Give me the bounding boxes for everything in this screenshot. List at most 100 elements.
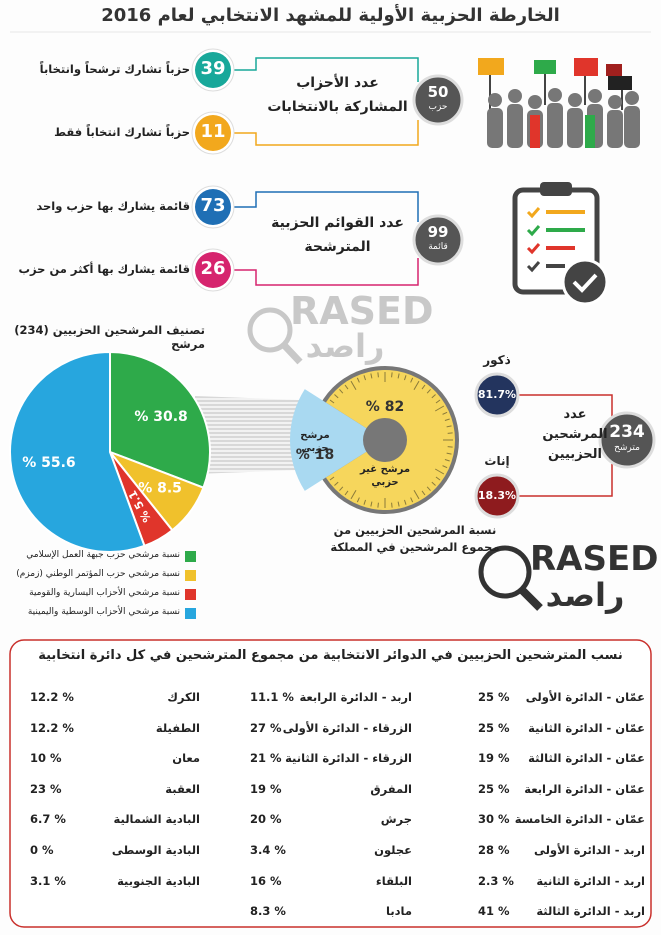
gauge-tick — [344, 490, 349, 496]
district-value: 12.2 % — [30, 720, 74, 735]
chart-title: تصنيف المرشحين الحزبيين (234) مرشح — [14, 323, 205, 352]
gauge-tick — [426, 486, 431, 491]
gauge-hub — [363, 418, 407, 462]
total-circle — [412, 214, 464, 266]
pie-slice — [109, 350, 211, 489]
legend-swatch — [185, 551, 196, 562]
gauge-tick — [446, 425, 452, 428]
stat-label: قائمة يشارك بها حزب واحد — [36, 199, 190, 213]
district-value: 25 % — [478, 720, 510, 735]
gauge-tick — [421, 384, 426, 390]
gauge-tick — [334, 481, 339, 486]
gauge-tick — [339, 486, 344, 491]
stat-circle — [195, 252, 231, 288]
district-name: عمّان - الدائرة الخامسة — [514, 812, 645, 827]
district-value: 27 % — [250, 720, 282, 735]
stat-value: 11 — [200, 121, 226, 142]
brand-arabic: راصد — [305, 327, 385, 365]
total-unit: مترشح — [614, 443, 640, 453]
district-name: جرش — [380, 812, 412, 827]
ratio-label: ذكور — [483, 353, 511, 367]
district-value: 41 % — [478, 904, 510, 919]
district-name: الطفيلة — [155, 720, 200, 735]
stat-label: قائمة يشارك بها أكثر من حزب — [18, 262, 190, 276]
district-value: 16 % — [250, 873, 282, 888]
gauge-tick — [370, 501, 373, 507]
district-row: اربد - الدائرة الثالثة 41 % — [478, 904, 645, 918]
stat-value: 26 — [200, 258, 226, 279]
gauge-tick — [410, 377, 414, 383]
gauge-tick — [447, 432, 453, 434]
gauge-tick — [446, 452, 452, 455]
district-name: معان — [172, 751, 200, 766]
district-row: الزرقاء - الدائرة الأولى 27 % — [250, 721, 412, 735]
gauge-tick — [350, 380, 357, 391]
gauge-tick — [431, 394, 436, 399]
gauge-tick — [339, 389, 344, 394]
gauge-tick — [334, 394, 339, 399]
district-name: اربد - الدائرة الرابعة — [299, 690, 412, 704]
district-name: عمّان - الدائرة الأولى — [525, 690, 645, 704]
gauge-tick — [431, 481, 436, 486]
gauge-slice — [290, 389, 385, 491]
district-value: 6.7 % — [30, 812, 66, 827]
brand-arabic: راصد — [545, 576, 625, 614]
slice-label: % 30.8 — [134, 409, 187, 425]
district-row: الطفيلة 12.2 % — [30, 721, 200, 735]
brand-latin: RASED — [530, 539, 659, 579]
clipboard-icon — [512, 182, 609, 306]
ratio-circle — [474, 372, 520, 418]
total-circle — [598, 411, 656, 469]
district-name: العقبة — [165, 781, 200, 796]
gauge-tick — [410, 497, 414, 503]
district-value: 12.2 % — [30, 690, 74, 704]
gauge-tick — [442, 411, 448, 415]
total-circle — [412, 74, 464, 126]
gauge-tick — [426, 389, 431, 394]
districts-box — [9, 639, 652, 928]
total-value: 234 — [609, 422, 645, 442]
district-value: 3.1 % — [30, 873, 66, 888]
district-value: 11.1 % — [250, 690, 294, 704]
gauge-tick — [413, 380, 420, 391]
gauge-tick — [377, 502, 379, 508]
district-value: 28 % — [478, 843, 510, 857]
district-name: البادية الجنوبية — [117, 873, 200, 888]
district-row: عمّان - الدائرة الخامسة 30 % — [478, 812, 645, 826]
district-value: 21 % — [250, 751, 282, 766]
gauge-tick — [356, 497, 360, 503]
gauge-tick — [421, 490, 426, 496]
district-row: البلقاء 16 % — [250, 874, 412, 888]
district-row: عمّان - الدائرة الثانية 25 % — [478, 721, 645, 735]
legend-swatch — [185, 570, 196, 581]
gauge-tick — [413, 489, 420, 500]
district-value: 3.4 % — [250, 843, 286, 857]
gauge-tick — [447, 446, 453, 448]
connector-band — [195, 396, 300, 474]
district-row: مادبا 8.3 % — [250, 904, 412, 918]
slice-label: % 55.6 — [22, 455, 75, 471]
district-row: عمّان - الدائرة الثالثة 19 % — [478, 751, 645, 765]
district-row: عمّان - الدائرة الرابعة 25 % — [478, 782, 645, 796]
district-name: الزرقاء - الدائرة الثانية — [285, 751, 412, 766]
stat-label: حزباً تشارك انتخاباً فقط — [54, 125, 190, 139]
chart-title: نسبة المرشحين الحزبيين من مجموع المرشحين… — [330, 523, 500, 555]
district-name: البلقاء — [375, 873, 412, 888]
gauge-tick — [444, 458, 450, 462]
ratio-label: إناث — [484, 454, 510, 468]
district-row: البادية الوسطى 0 % — [30, 843, 200, 857]
district-value: 25 % — [478, 781, 510, 796]
district-value: 20 % — [250, 812, 282, 827]
stat-circle — [195, 115, 231, 151]
section-frames — [232, 57, 613, 497]
district-row: المفرق 19 % — [250, 782, 412, 796]
gauge-tick — [377, 372, 379, 378]
district-value: 0 % — [30, 843, 54, 857]
gauge-tick — [397, 501, 400, 507]
brand-latin: RASED — [290, 289, 434, 333]
stat-circle — [195, 189, 231, 225]
gauge-tick — [344, 384, 349, 390]
district-name: اربد - الدائرة الثالثة — [536, 904, 645, 919]
district-row: عجلون 3.4 % — [250, 843, 412, 857]
